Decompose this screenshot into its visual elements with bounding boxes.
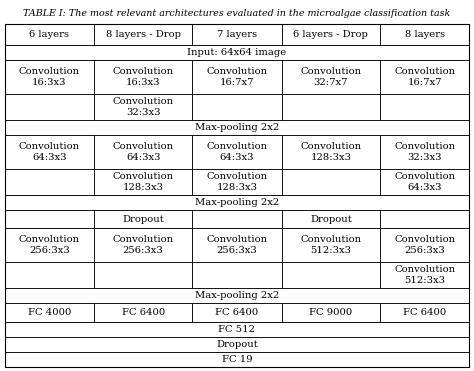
Text: Convolution
32:3x3: Convolution 32:3x3 bbox=[112, 96, 173, 117]
Bar bbox=[5, 168, 94, 195]
Text: Convolution
256:3x3: Convolution 256:3x3 bbox=[18, 235, 80, 255]
Bar bbox=[94, 93, 192, 120]
Bar bbox=[192, 24, 282, 45]
Bar bbox=[5, 195, 469, 210]
Bar bbox=[282, 168, 380, 195]
Text: 8 layers: 8 layers bbox=[405, 30, 445, 39]
Text: Convolution
64:3x3: Convolution 64:3x3 bbox=[112, 142, 173, 162]
Text: Max-pooling 2x2: Max-pooling 2x2 bbox=[195, 198, 279, 207]
Bar bbox=[282, 93, 380, 120]
Text: Dropout: Dropout bbox=[310, 214, 352, 224]
Bar bbox=[282, 262, 380, 288]
Bar bbox=[5, 352, 469, 367]
Bar bbox=[5, 45, 469, 60]
Text: Convolution
16:3x3: Convolution 16:3x3 bbox=[18, 67, 80, 87]
Bar bbox=[380, 168, 469, 195]
Bar bbox=[5, 288, 469, 303]
Text: Input: 64x64 image: Input: 64x64 image bbox=[187, 48, 287, 57]
Text: Convolution
16:7x7: Convolution 16:7x7 bbox=[207, 67, 267, 87]
Bar bbox=[5, 303, 94, 322]
Bar bbox=[94, 210, 192, 228]
Bar bbox=[192, 228, 282, 262]
Text: TABLE I: The most relevant architectures evaluated in the microalgae classificat: TABLE I: The most relevant architectures… bbox=[23, 9, 451, 18]
Bar bbox=[282, 24, 380, 45]
Bar bbox=[282, 303, 380, 322]
Bar bbox=[5, 210, 94, 228]
Text: Convolution
128:3x3: Convolution 128:3x3 bbox=[207, 171, 267, 192]
Text: FC 6400: FC 6400 bbox=[403, 308, 447, 317]
Text: FC 512: FC 512 bbox=[219, 325, 255, 334]
Text: 8 layers - Drop: 8 layers - Drop bbox=[106, 30, 181, 39]
Bar bbox=[94, 24, 192, 45]
Bar bbox=[5, 262, 94, 288]
Bar bbox=[5, 93, 94, 120]
Text: Convolution
64:3x3: Convolution 64:3x3 bbox=[394, 171, 456, 192]
Text: Convolution
16:3x3: Convolution 16:3x3 bbox=[112, 67, 173, 87]
Bar bbox=[380, 24, 469, 45]
Bar bbox=[380, 303, 469, 322]
Bar bbox=[94, 135, 192, 168]
Text: 7 layers: 7 layers bbox=[217, 30, 257, 39]
Text: Convolution
512:3x3: Convolution 512:3x3 bbox=[394, 265, 456, 285]
Bar bbox=[5, 228, 94, 262]
Bar bbox=[282, 60, 380, 93]
Text: Convolution
256:3x3: Convolution 256:3x3 bbox=[394, 235, 456, 255]
Text: FC 19: FC 19 bbox=[222, 355, 252, 364]
Bar bbox=[94, 262, 192, 288]
Text: Dropout: Dropout bbox=[216, 340, 258, 349]
Bar bbox=[94, 303, 192, 322]
Bar bbox=[5, 135, 94, 168]
Bar bbox=[5, 24, 94, 45]
Text: Convolution
128:3x3: Convolution 128:3x3 bbox=[112, 171, 173, 192]
Bar bbox=[94, 60, 192, 93]
Bar bbox=[5, 337, 469, 352]
Text: Max-pooling 2x2: Max-pooling 2x2 bbox=[195, 123, 279, 132]
Text: Convolution
128:3x3: Convolution 128:3x3 bbox=[301, 142, 362, 162]
Text: Convolution
512:3x3: Convolution 512:3x3 bbox=[301, 235, 362, 255]
Bar bbox=[380, 228, 469, 262]
Bar bbox=[192, 93, 282, 120]
Text: FC 4000: FC 4000 bbox=[27, 308, 71, 317]
Text: Dropout: Dropout bbox=[122, 214, 164, 224]
Bar bbox=[192, 168, 282, 195]
Bar bbox=[94, 228, 192, 262]
Bar bbox=[380, 262, 469, 288]
Text: Max-pooling 2x2: Max-pooling 2x2 bbox=[195, 291, 279, 300]
Bar bbox=[5, 322, 469, 337]
Text: Convolution
16:7x7: Convolution 16:7x7 bbox=[394, 67, 456, 87]
Text: FC 6400: FC 6400 bbox=[121, 308, 165, 317]
Bar bbox=[380, 135, 469, 168]
Bar bbox=[5, 120, 469, 135]
Text: Convolution
32:7x7: Convolution 32:7x7 bbox=[301, 67, 362, 87]
Bar bbox=[5, 60, 94, 93]
Text: FC 9000: FC 9000 bbox=[309, 308, 353, 317]
Text: 6 layers - Drop: 6 layers - Drop bbox=[293, 30, 368, 39]
Bar bbox=[192, 210, 282, 228]
Bar bbox=[94, 168, 192, 195]
Bar bbox=[380, 93, 469, 120]
Text: Convolution
256:3x3: Convolution 256:3x3 bbox=[112, 235, 173, 255]
Bar bbox=[192, 262, 282, 288]
Bar bbox=[282, 228, 380, 262]
Bar bbox=[282, 210, 380, 228]
Text: Convolution
32:3x3: Convolution 32:3x3 bbox=[394, 142, 456, 162]
Bar bbox=[282, 135, 380, 168]
Bar bbox=[380, 210, 469, 228]
Text: Convolution
64:3x3: Convolution 64:3x3 bbox=[207, 142, 267, 162]
Text: FC 6400: FC 6400 bbox=[215, 308, 259, 317]
Bar bbox=[192, 135, 282, 168]
Bar bbox=[192, 303, 282, 322]
Text: 6 layers: 6 layers bbox=[29, 30, 69, 39]
Bar bbox=[192, 60, 282, 93]
Text: Convolution
256:3x3: Convolution 256:3x3 bbox=[207, 235, 267, 255]
Bar bbox=[380, 60, 469, 93]
Text: Convolution
64:3x3: Convolution 64:3x3 bbox=[18, 142, 80, 162]
